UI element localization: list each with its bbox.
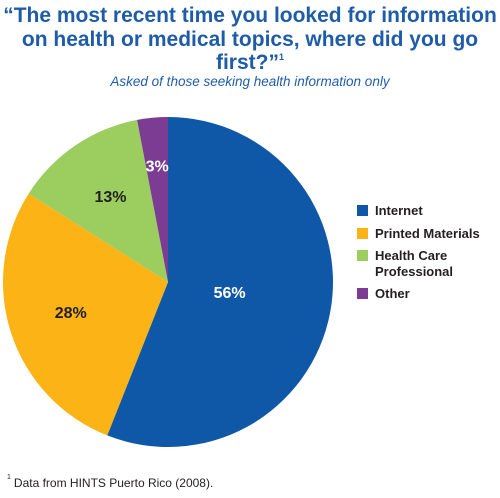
pie-slice-health-care-professional: [28, 119, 168, 282]
legend-label: Health Care Professional: [375, 248, 454, 279]
pie-slice-other: [137, 117, 168, 282]
footnote-text: Data from HINTS Puerto Rico (2008).: [13, 476, 214, 490]
pie-chart: 56% 28% 13% 3%: [2, 117, 334, 447]
legend-item-health-care-professional: Health Care Professional: [357, 248, 500, 279]
chart-title: “The most recent time you looked for inf…: [0, 4, 500, 79]
chart-title-text: “The most recent time you looked for inf…: [3, 4, 497, 74]
legend-item-internet: Internet: [357, 203, 500, 219]
legend-swatch: [357, 205, 368, 216]
slice-label-health-care-professional: 13%: [94, 189, 126, 206]
pie-slice-printed-materials: [2, 193, 169, 436]
legend-item-other: Other: [357, 286, 500, 302]
legend-label: Printed Materials: [375, 225, 480, 241]
slice-label-internet: 56%: [214, 285, 246, 302]
legend-swatch: [357, 288, 368, 299]
legend-label: Internet: [375, 203, 423, 218]
legend-item-printed-materials: Printed Materials: [357, 226, 500, 242]
slice-label-other: 3%: [146, 159, 169, 176]
footnote: 1 Data from HINTS Puerto Rico (2008).: [7, 474, 214, 490]
title-footnote-mark: 1: [278, 52, 284, 62]
legend-label: Other: [375, 286, 410, 301]
chart-subtitle: Asked of those seeking health informatio…: [110, 74, 390, 89]
legend-swatch: [357, 227, 368, 239]
pie-slice-internet: [107, 117, 334, 447]
legend-swatch: [357, 250, 368, 261]
slice-label-printed-materials: 28%: [55, 305, 87, 322]
footnote-mark: 1: [7, 474, 11, 481]
chart-legend: Internet Printed Materials Health Care Pro…: [357, 203, 500, 309]
